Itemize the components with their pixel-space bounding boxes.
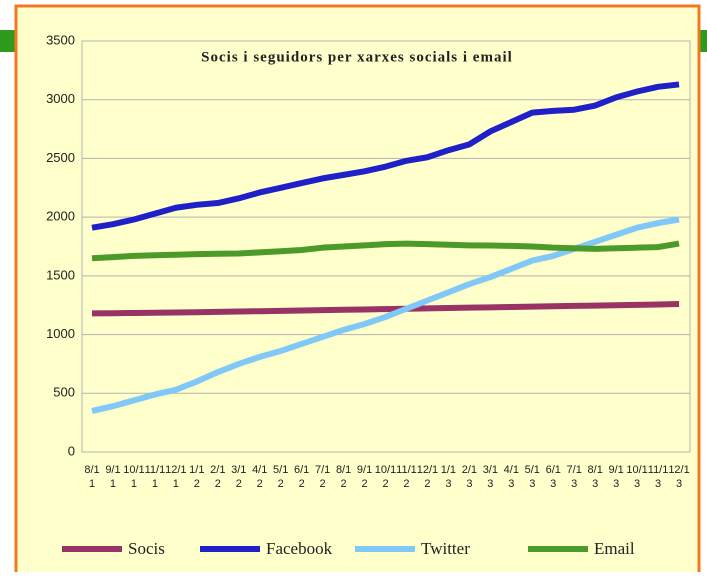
y-tick-label: 2500 [46,150,75,165]
y-tick-label: 1500 [46,267,75,282]
legend-label: Twitter [421,539,470,558]
x-tick-label: 4/1 3 [504,464,519,490]
y-tick-label: 500 [53,385,75,400]
x-tick-label: 9/1 3 [608,464,623,490]
y-tick-label: 1000 [46,326,75,341]
y-tick-label: 3500 [46,32,75,47]
x-tick-label: 9/1 1 [105,464,120,490]
chart-frame [14,4,701,577]
x-tick-label: 2/1 3 [462,464,477,490]
x-tick-label: 3/1 2 [231,464,246,490]
x-tick-label: 8/1 2 [336,464,351,490]
x-tick-label: 12/1 2 [417,464,438,490]
x-tick-label: 1/1 2 [189,464,204,490]
legend-label: Email [594,539,635,558]
x-tick-label: 2/1 2 [210,464,225,490]
x-tick-label: 4/1 2 [252,464,267,490]
legend-label: Socis [128,539,165,558]
chart-title: Socis i seguidors per xarxes socials i e… [201,49,513,65]
x-tick-label: 9/1 2 [357,464,372,490]
legend-label: Facebook [266,539,333,558]
series-line [91,240,680,262]
x-tick-label: 5/1 3 [525,464,540,490]
x-tick-label: 10/1 1 [123,464,144,490]
x-tick-label: 8/1 1 [84,464,99,490]
x-tick-label: 8/1 3 [588,464,603,490]
x-tick-label: 10/1 3 [626,464,647,490]
x-tick-label: 12/1 1 [165,464,186,490]
x-tick-label: 6/1 2 [294,464,309,490]
y-tick-label: 0 [68,443,75,458]
y-tick-label: 3000 [46,91,75,106]
x-tick-label: 7/1 3 [567,464,582,490]
x-tick-label: 1/1 3 [441,464,456,490]
series-line [91,301,680,317]
x-tick-label: 10/1 2 [375,464,396,490]
x-tick-label: 11/1 3 [648,464,669,490]
x-tick-label: 5/1 2 [273,464,288,490]
x-tick-label: 11/1 1 [145,464,166,490]
x-tick-label: 11/1 2 [396,464,417,490]
y-tick-label: 2000 [46,209,75,224]
x-tick-label: 7/1 2 [315,464,330,490]
x-tick-label: 12/1 3 [668,464,689,490]
series-line [91,81,680,231]
x-tick-label: 3/1 3 [483,464,498,490]
x-tick-label: 6/1 3 [546,464,561,490]
